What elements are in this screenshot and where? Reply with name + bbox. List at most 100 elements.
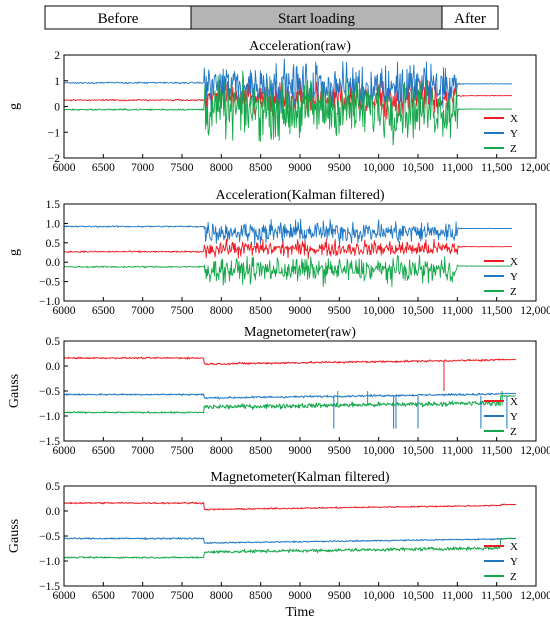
series-traces bbox=[64, 501, 517, 559]
y-axis-label: g bbox=[7, 103, 22, 110]
legend: XYZ bbox=[484, 396, 518, 438]
series-line-z bbox=[64, 395, 516, 415]
x-tick-label: 12,000 bbox=[520, 305, 550, 317]
y-tick-label: −0.5 bbox=[39, 386, 60, 398]
x-tick-label: 6000 bbox=[53, 305, 76, 317]
series-line-y bbox=[64, 392, 517, 400]
x-tick-label: 10,000 bbox=[363, 162, 395, 174]
x-tick-label: 8500 bbox=[249, 162, 272, 174]
x-tick-label: 6500 bbox=[92, 162, 115, 174]
legend-label: X bbox=[510, 113, 518, 125]
legend-label: X bbox=[510, 256, 518, 268]
phase-label: Before bbox=[98, 11, 139, 27]
x-tick-label: 6000 bbox=[53, 162, 76, 174]
series-line-y bbox=[64, 218, 513, 246]
x-tick-label: 10,500 bbox=[402, 445, 434, 457]
x-tick-label: 11,500 bbox=[481, 445, 512, 457]
x-tick-label: 8500 bbox=[249, 305, 272, 317]
series-line-y bbox=[64, 537, 516, 545]
x-tick-label: 6000 bbox=[53, 445, 76, 457]
y-tick-label: 0.5 bbox=[46, 481, 61, 493]
y-tick-label: 1.5 bbox=[46, 199, 61, 211]
x-tick-label: 9000 bbox=[289, 445, 312, 457]
chart-panel: Acceleration(raw) 6000 6500 7000 7500 8000 850… bbox=[7, 39, 550, 174]
legend-label: Z bbox=[510, 143, 517, 155]
plot-frame bbox=[63, 485, 537, 587]
x-tick-label: 8000 bbox=[210, 590, 233, 602]
x-tick-label: 12,000 bbox=[520, 590, 550, 602]
x-tick-label: 7000 bbox=[131, 305, 154, 317]
y-tick-label: −0.5 bbox=[39, 531, 60, 543]
y-tick-label: −1.0 bbox=[39, 296, 60, 308]
x-tick-label: 9000 bbox=[289, 305, 312, 317]
plot-frame bbox=[63, 54, 537, 159]
x-tick-label: 9500 bbox=[328, 162, 351, 174]
x-tick-label: 11,000 bbox=[442, 162, 473, 174]
x-tick-label: 10,500 bbox=[402, 590, 434, 602]
legend-label: Z bbox=[510, 426, 517, 438]
phase-label: Start loading bbox=[278, 11, 356, 27]
y-tick-label: −1.0 bbox=[39, 556, 60, 568]
plot-frame bbox=[63, 203, 537, 302]
x-tick-label: 6500 bbox=[92, 305, 115, 317]
legend-label: Z bbox=[510, 571, 517, 583]
x-tick-label: 12,000 bbox=[520, 162, 550, 174]
x-tick-label: 7000 bbox=[131, 445, 154, 457]
x-tick-label: 9000 bbox=[289, 162, 312, 174]
legend: XYZ bbox=[484, 541, 518, 583]
series-line-z bbox=[64, 70, 513, 146]
phase-segment bbox=[441, 5, 499, 30]
series-line-x bbox=[64, 356, 516, 366]
series-traces bbox=[64, 356, 517, 429]
chart-panels: Acceleration(raw) 6000 6500 7000 7500 8000 850… bbox=[7, 39, 550, 620]
series-line-x bbox=[64, 501, 517, 511]
x-tick-label: 6000 bbox=[53, 590, 76, 602]
loading-phase-bar: Before Start loading After bbox=[44, 5, 499, 30]
x-tick-label: 11,500 bbox=[481, 305, 512, 317]
x-tick-label: 12,000 bbox=[520, 445, 550, 457]
x-tick-label: 9500 bbox=[328, 445, 351, 457]
phase-label: After bbox=[454, 11, 486, 27]
x-tick-label: 9500 bbox=[328, 305, 351, 317]
chart-panel: Magnetometer(Kalman filtered) 6000 6500 700… bbox=[7, 470, 550, 620]
legend-label: Y bbox=[510, 128, 518, 140]
y-tick-label: −2 bbox=[48, 153, 60, 165]
series-line-x bbox=[64, 238, 513, 260]
y-tick-label: −1 bbox=[48, 127, 60, 139]
x-tick-label: 6500 bbox=[92, 445, 115, 457]
x-tick-label: 11,000 bbox=[442, 305, 473, 317]
x-tick-label: 8000 bbox=[210, 162, 233, 174]
chart-panel: Magnetometer(raw) 6000 6500 7000 7500 8000 850… bbox=[7, 325, 550, 457]
x-tick-label: 8000 bbox=[210, 445, 233, 457]
y-tick-label: −1.0 bbox=[39, 411, 60, 423]
series-traces bbox=[64, 58, 513, 146]
x-tick-label: 7500 bbox=[171, 305, 194, 317]
legend-label: Y bbox=[510, 411, 518, 423]
x-tick-label: 7000 bbox=[131, 590, 154, 602]
y-tick-label: 1.0 bbox=[46, 218, 61, 230]
y-tick-label: −0.5 bbox=[39, 277, 60, 289]
y-tick-label: 2 bbox=[54, 50, 60, 62]
y-tick-label: −1.5 bbox=[39, 581, 60, 593]
legend-label: Z bbox=[510, 286, 517, 298]
y-tick-label: −1.5 bbox=[39, 436, 60, 448]
y-tick-label: 0.0 bbox=[46, 361, 61, 373]
x-tick-label: 10,500 bbox=[402, 162, 434, 174]
x-tick-label: 11,500 bbox=[481, 162, 512, 174]
x-tick-label: 8500 bbox=[249, 590, 272, 602]
y-tick-label: 0 bbox=[54, 102, 60, 114]
y-tick-label: 0.5 bbox=[46, 336, 61, 348]
x-tick-label: 7500 bbox=[171, 445, 194, 457]
series-line-z bbox=[64, 537, 517, 559]
x-tick-label: 10,500 bbox=[402, 305, 434, 317]
x-tick-label: 8500 bbox=[249, 445, 272, 457]
y-tick-label: 0.0 bbox=[46, 506, 61, 518]
legend: XYZ bbox=[484, 256, 518, 298]
x-tick-label: 11,000 bbox=[442, 590, 473, 602]
y-tick-label: 0.0 bbox=[46, 257, 61, 269]
legend: XYZ bbox=[484, 113, 518, 155]
x-tick-label: 10,000 bbox=[363, 590, 395, 602]
y-axis-label: Gauss bbox=[7, 519, 22, 553]
x-tick-label: 10,000 bbox=[363, 305, 395, 317]
series-traces bbox=[64, 218, 513, 288]
